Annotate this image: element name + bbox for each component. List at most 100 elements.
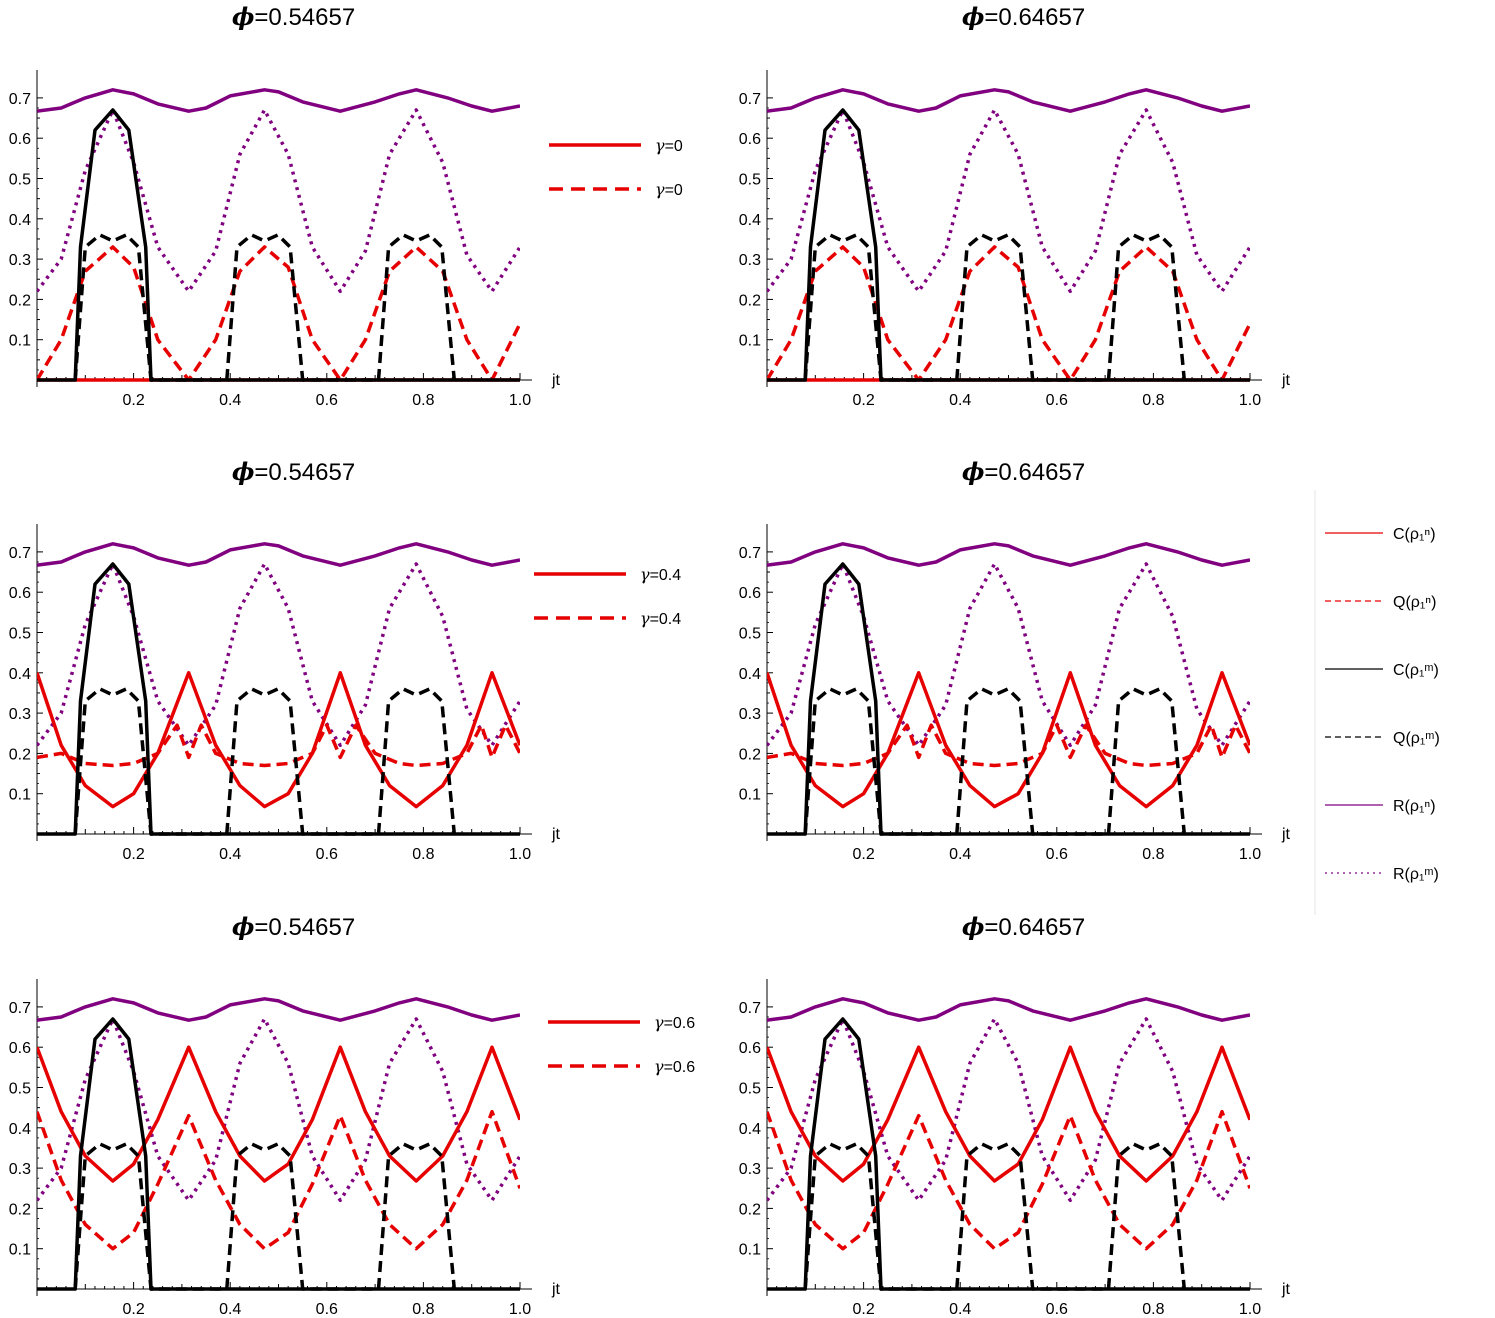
y-tick-label: 0.7 [739, 91, 761, 108]
x-tick-label: 0.8 [412, 1301, 434, 1318]
y-tick-label: 0.7 [739, 545, 761, 562]
x-tick-label: 0.6 [1046, 846, 1068, 863]
y-tick-label: 0.3 [739, 706, 761, 723]
series-rrho1m [37, 108, 520, 294]
series-rrho1m [37, 562, 520, 748]
x-tick-label: 0.4 [219, 1301, 241, 1318]
x-tick-label: 0.8 [1142, 846, 1164, 863]
legend-label-rrho1m: R(ρ₁ᵐ) [1393, 866, 1439, 883]
series-rrho1n [767, 88, 1250, 113]
y-tick-label: 0.5 [739, 1081, 761, 1098]
series-crho1m [37, 562, 520, 836]
x-tick-label: 1.0 [1239, 392, 1261, 409]
x-tick-label: 0.4 [219, 392, 241, 409]
y-tick-label: 0.6 [739, 585, 761, 602]
x-tick-label: 1.0 [509, 1301, 531, 1318]
y-tick-label: 0.1 [9, 1242, 31, 1259]
series-qrho1n [767, 723, 1250, 768]
series-qrho1m [73, 233, 457, 382]
x-tick-label: 0.2 [122, 846, 144, 863]
series-rrho1n [37, 88, 520, 113]
y-tick-label: 0.3 [9, 252, 31, 269]
series-rrho1n [767, 542, 1250, 567]
legend-label-crho1m: C(ρ₁ᵐ) [1393, 662, 1439, 679]
panel-2: ϕ=0.64657 0.1 0.2 0.3 0.4 0.5 0.6 0.7 0.2 0.4 0.6 0… [739, 2, 1291, 409]
y-tick-label: 0.3 [739, 252, 761, 269]
x-tick-label: 0.4 [949, 846, 971, 863]
y-tick-label: 0.1 [9, 333, 31, 350]
x-tick-label: 0.6 [316, 392, 338, 409]
x-tick-label: 0.6 [316, 846, 338, 863]
y-tick-label: 0.6 [739, 1040, 761, 1057]
x-tick-label: 1.0 [509, 392, 531, 409]
gamma-legend-solid-label: γ=0.6 [654, 1013, 695, 1032]
series-qrho1n [37, 723, 520, 768]
series-crho1n [37, 1045, 520, 1183]
gamma-legend-dashed-label: γ=0.6 [654, 1057, 695, 1076]
y-tick-label: 0.2 [739, 746, 761, 763]
phi-symbol: ϕ [232, 457, 255, 486]
series-qrho1m [73, 1142, 457, 1291]
y-tick-label: 0.3 [739, 1161, 761, 1178]
y-tick-label: 0.2 [9, 1201, 31, 1218]
gamma-value: =0.6 [664, 1015, 696, 1032]
series-rrho1m [37, 1017, 520, 1203]
gamma-value: =0 [665, 182, 683, 199]
x-axis-label: jt [551, 1281, 561, 1298]
y-tick-label: 0.4 [9, 212, 31, 229]
y-tick-label: 0.3 [9, 706, 31, 723]
gamma-symbol: γ [640, 565, 650, 584]
panel-3: ϕ=0.54657 0.1 0.2 0.3 0.4 0.5 0.6 0.7 0.2 0.4 0.6 0… [9, 457, 561, 863]
gamma-symbol: γ [654, 1013, 664, 1032]
series-rrho1m [767, 1017, 1250, 1203]
gamma-value: =0 [665, 138, 683, 155]
y-tick-label: 0.4 [9, 666, 31, 683]
phi-value: =0.54657 [254, 459, 355, 486]
y-tick-label: 0.6 [739, 131, 761, 148]
y-tick-label: 0.2 [9, 746, 31, 763]
x-axis-label: jt [1281, 1281, 1291, 1298]
series-crho1m [37, 108, 520, 382]
x-tick-label: 1.0 [509, 846, 531, 863]
main-legend: C(ρ₁ⁿ) Q(ρ₁ⁿ) C(ρ₁ᵐ) Q(ρ₁ᵐ) R(ρ₁ⁿ) R(ρ₁ᵐ) [1314, 490, 1440, 915]
gamma-legend-3: γ=0.6γ=0.6 [548, 1013, 695, 1076]
gamma-legend-dashed-label: γ=0 [655, 180, 683, 199]
series-qrho1n [37, 1109, 520, 1251]
x-tick-label: 0.6 [316, 1301, 338, 1318]
phi-symbol: ϕ [962, 912, 985, 941]
x-tick-label: 0.2 [852, 1301, 874, 1318]
series-qrho1m [73, 687, 457, 836]
gamma-symbol: γ [640, 609, 650, 628]
series-crho1n [767, 1045, 1250, 1183]
gamma-symbol: γ [655, 180, 665, 199]
y-tick-label: 0.5 [739, 172, 761, 189]
y-tick-label: 0.6 [9, 131, 31, 148]
x-tick-label: 0.2 [852, 392, 874, 409]
y-tick-label: 0.5 [9, 1081, 31, 1098]
series-qrho1m [803, 687, 1187, 836]
y-tick-label: 0.6 [9, 585, 31, 602]
x-tick-label: 0.6 [1046, 1301, 1068, 1318]
y-tick-label: 0.5 [739, 626, 761, 643]
y-tick-label: 0.1 [9, 787, 31, 804]
gamma-value: =0.6 [664, 1059, 696, 1076]
x-tick-label: 0.4 [949, 392, 971, 409]
panel-4: ϕ=0.64657 0.1 0.2 0.3 0.4 0.5 0.6 0.7 0.2 0.4 0.6 0… [739, 457, 1291, 863]
y-tick-label: 0.1 [739, 333, 761, 350]
gamma-legend-1: γ=0γ=0 [549, 136, 683, 199]
x-tick-label: 0.8 [412, 392, 434, 409]
series-rrho1n [37, 542, 520, 567]
phi-value: =0.64657 [984, 459, 1085, 486]
series-crho1n [37, 671, 520, 809]
gamma-symbol: γ [655, 136, 665, 155]
x-tick-label: 0.2 [122, 392, 144, 409]
y-tick-label: 0.1 [739, 1242, 761, 1259]
x-tick-label: 0.4 [949, 1301, 971, 1318]
x-tick-label: 0.2 [852, 846, 874, 863]
y-tick-label: 0.7 [9, 91, 31, 108]
y-tick-label: 0.6 [9, 1040, 31, 1057]
legend-label-crho1n: C(ρ₁ⁿ) [1393, 526, 1436, 543]
panel-1: ϕ=0.54657 0.1 0.2 0.3 0.4 0.5 0.6 0.7 0.2 0.4 0.6 0… [9, 2, 561, 409]
